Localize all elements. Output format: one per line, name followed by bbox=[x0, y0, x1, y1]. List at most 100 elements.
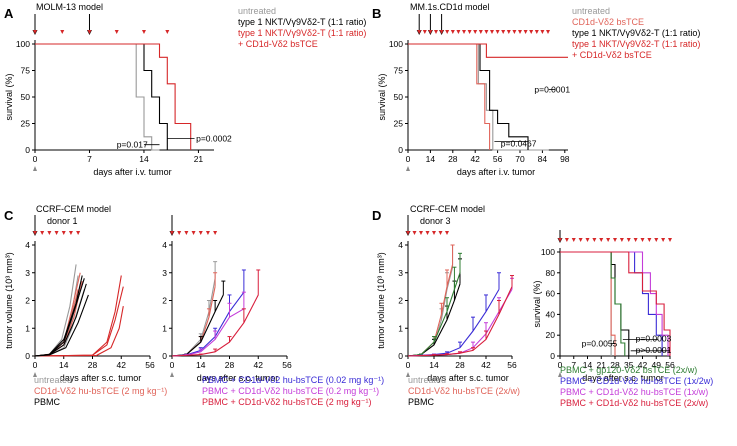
x-axis-label: days after s.c. tumor bbox=[197, 373, 279, 383]
legend-entry: PBMC bbox=[34, 397, 61, 407]
legend-entry: + CD1d-Vδ2 bsTCE bbox=[572, 50, 652, 60]
treatment-marker bbox=[445, 30, 450, 34]
legend-entry: + CD1d-Vδ2 bsTCE bbox=[238, 39, 318, 49]
treatment-marker bbox=[68, 231, 73, 235]
model-name: CCRF-CEM model bbox=[36, 204, 111, 214]
x-tick-label: 56 bbox=[665, 360, 675, 370]
model-name: CCRF-CEM model bbox=[410, 204, 485, 214]
pvalue-label: p=0.0055 bbox=[582, 339, 618, 349]
series-line bbox=[408, 43, 529, 150]
treatment-marker bbox=[177, 231, 182, 235]
treatment-marker bbox=[585, 238, 590, 242]
treatment-marker bbox=[425, 231, 430, 235]
legend-entry: untreated bbox=[238, 6, 276, 16]
treatment-marker bbox=[141, 30, 146, 34]
x-tick-label: 0 bbox=[33, 154, 38, 164]
series-line bbox=[407, 267, 454, 357]
y-axis-label: survival (%) bbox=[4, 73, 14, 120]
series-line bbox=[34, 275, 83, 357]
x-tick-label: 21 bbox=[597, 360, 607, 370]
treatment-marker bbox=[47, 231, 52, 235]
x-tick-label: 56 bbox=[145, 360, 155, 370]
treatment-marker bbox=[33, 231, 37, 235]
y-tick-label: 4 bbox=[398, 240, 403, 250]
treatment-marker bbox=[613, 238, 617, 242]
series-line bbox=[35, 43, 168, 150]
treatment-marker bbox=[661, 238, 666, 242]
legend-entry: untreated bbox=[572, 6, 610, 16]
y-tick-label: 3 bbox=[162, 268, 167, 278]
treatment-marker bbox=[412, 231, 417, 235]
treatment-marker bbox=[654, 238, 659, 242]
legend-entry: PBMC + CD1d-Vδ2 hu-bsTCE (0.02 mg kg⁻¹) bbox=[202, 375, 384, 385]
origin-marker bbox=[558, 372, 562, 377]
treatment-marker bbox=[198, 231, 203, 235]
x-tick-label: 14 bbox=[139, 154, 149, 164]
treatment-marker bbox=[114, 30, 119, 34]
y-axis-label: survival (%) bbox=[532, 280, 542, 327]
treatment-marker bbox=[60, 30, 65, 34]
y-tick-label: 75 bbox=[21, 66, 31, 76]
y-tick-label: 3 bbox=[25, 268, 30, 278]
series-line bbox=[35, 43, 160, 151]
treatment-marker bbox=[518, 30, 522, 34]
panel-label-c: C bbox=[4, 208, 14, 223]
y-tick-label: 1 bbox=[25, 323, 30, 333]
series-line bbox=[560, 251, 671, 356]
y-tick-label: 1 bbox=[398, 323, 403, 333]
treatment-marker bbox=[633, 238, 638, 242]
treatment-marker bbox=[462, 30, 466, 34]
y-tick-label: 40 bbox=[546, 309, 556, 319]
origin-marker bbox=[33, 372, 37, 377]
treatment-marker bbox=[439, 30, 444, 34]
legend-entry: PBMC + CD1d-Vδ2 hu-bsTCE (1x/2w) bbox=[560, 376, 713, 386]
pvalue-label: p=0.0003 bbox=[636, 333, 672, 343]
series-line bbox=[407, 272, 461, 357]
model-name: MM.1s.CD1d model bbox=[410, 2, 490, 12]
treatment-marker bbox=[501, 30, 506, 34]
y-tick-label: 4 bbox=[162, 240, 167, 250]
legend-entry: PBMC + gp120-Vδ2 bsTCE (2x/w) bbox=[560, 365, 697, 375]
treatment-marker bbox=[76, 231, 81, 235]
origin-marker bbox=[406, 166, 410, 171]
series-line bbox=[408, 43, 549, 151]
legend-entry: untreated bbox=[408, 375, 446, 385]
x-tick-label: 7 bbox=[87, 154, 92, 164]
y-tick-label: 0 bbox=[25, 145, 30, 155]
x-tick-label: 21 bbox=[194, 154, 204, 164]
chart-d1: D CCRF-CEM model donor 3 0 1 2 3 4 0 14 28 42 56 days… bbox=[372, 204, 520, 407]
y-tick-label: 0 bbox=[550, 351, 555, 361]
treatment-marker bbox=[61, 231, 66, 235]
treatment-marker bbox=[40, 231, 45, 235]
x-tick-label: 0 bbox=[170, 360, 175, 370]
treatment-marker bbox=[490, 30, 494, 34]
treatment-marker bbox=[619, 238, 624, 242]
pvalue-label: p=0.017 bbox=[117, 140, 148, 150]
legend-entry: untreated bbox=[34, 375, 72, 385]
treatment-marker bbox=[473, 30, 478, 34]
series-line bbox=[560, 251, 626, 356]
donor-label: donor 3 bbox=[420, 216, 451, 226]
legend-entry: type 1 NKT/Vγ9Vδ2-T (1:1 ratio) bbox=[572, 28, 700, 38]
treatment-marker bbox=[599, 238, 604, 242]
y-tick-label: 80 bbox=[546, 268, 556, 278]
x-tick-label: 56 bbox=[507, 360, 517, 370]
series-line bbox=[34, 275, 122, 357]
treatment-marker bbox=[445, 231, 449, 235]
series-line bbox=[407, 286, 513, 357]
treatment-marker bbox=[434, 30, 438, 34]
y-tick-label: 75 bbox=[394, 66, 404, 76]
pvalue-label: p>0.0001 bbox=[636, 345, 672, 355]
pvalue-label: p=0.0001 bbox=[534, 85, 570, 95]
panel-label-d: D bbox=[372, 208, 381, 223]
x-tick-label: 14 bbox=[429, 360, 439, 370]
series-line bbox=[408, 43, 491, 150]
legend-entry: PBMC bbox=[408, 397, 435, 407]
legend-entry: CD1d-Vδ2 bsTCE bbox=[572, 17, 644, 27]
panel-label-a: A bbox=[4, 6, 14, 21]
x-tick-label: 7 bbox=[571, 360, 576, 370]
treatment-marker bbox=[564, 238, 569, 242]
x-tick-label: 14 bbox=[196, 360, 206, 370]
x-tick-label: 42 bbox=[638, 360, 648, 370]
